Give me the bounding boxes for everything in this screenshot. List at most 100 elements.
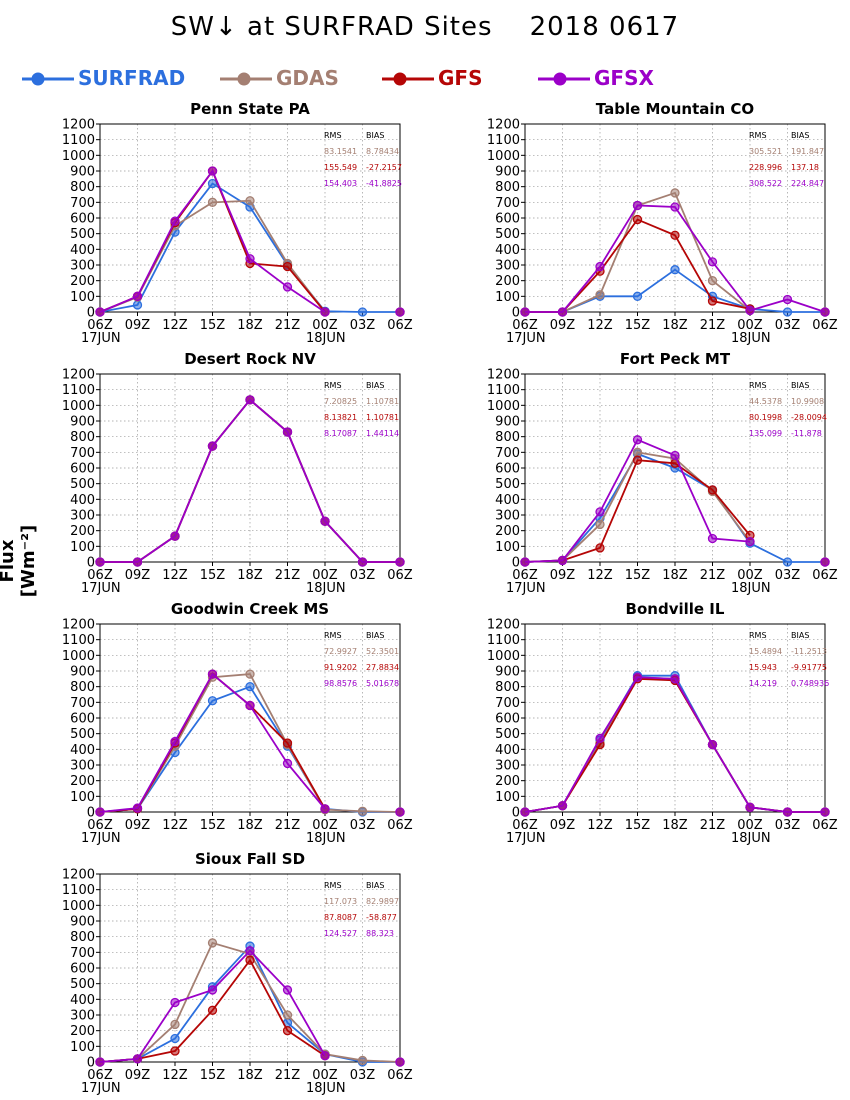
data-point-gfs: [207, 1005, 218, 1015]
stats-header-rms: RMS: [749, 631, 767, 640]
data-point-gfsx: [520, 557, 530, 567]
y-tick-label: 1100: [62, 133, 95, 148]
y-tick-label: 1200: [62, 868, 95, 883]
page-title: SW↓ at SURFRAD Sites 2018 0617: [170, 12, 680, 42]
stats-bias-value: 191.847: [791, 147, 824, 156]
date-label: 17JUN: [81, 331, 121, 346]
x-tick-label: 00Z: [737, 568, 763, 583]
x-tick-label: 18Z: [662, 318, 688, 333]
series-line-gfs: [100, 398, 400, 563]
legend-marker-icon: [382, 72, 434, 86]
x-tick-label: 12Z: [587, 318, 613, 333]
y-tick-label: 300: [70, 509, 95, 524]
data-point-gfsx: [282, 427, 293, 437]
stats-bias-value: 1.44114: [366, 429, 399, 438]
data-point-gfs: [245, 955, 255, 965]
y-tick-label: 400: [495, 243, 520, 258]
y-tick-label: 100: [495, 790, 520, 805]
stats-rms-value: 305.521: [749, 147, 782, 156]
stats-header-rms: RMS: [749, 381, 767, 390]
data-point-gdas: [632, 447, 643, 457]
stats-bias-value: 88.323: [366, 929, 394, 938]
legend-marker-icon: [220, 72, 272, 86]
x-tick-label: 09Z: [550, 818, 576, 833]
stats-bias-value: 8.78434: [366, 147, 399, 156]
data-point-gfsx: [320, 804, 330, 814]
y-tick-label: 1100: [62, 883, 95, 898]
stats-rms-value: 98.8576: [324, 679, 357, 688]
y-tick-label: 900: [70, 415, 95, 430]
stats-header-bias: BIAS: [366, 881, 384, 890]
y-tick-label: 0: [87, 1056, 95, 1071]
stats-bias-value: 137.18: [791, 163, 819, 172]
data-point-gfsx: [395, 1057, 405, 1067]
legend-label: GFS: [438, 66, 483, 90]
stats-bias-value: 5.01678: [366, 679, 399, 688]
stats-rms-value: 8.17087: [324, 429, 357, 438]
legend-marker-icon: [22, 72, 74, 86]
y-axis-label: Flux [Wm⁻²]: [0, 524, 39, 598]
y-tick-label: 600: [70, 962, 95, 977]
data-point-gfsx: [782, 294, 793, 305]
x-tick-label: 12Z: [162, 568, 188, 583]
y-tick-label: 700: [495, 196, 520, 211]
y-tick-label: 1000: [62, 149, 95, 164]
stats-header-rms: RMS: [749, 131, 767, 140]
y-tick-label: 700: [495, 446, 520, 461]
x-tick-label: 03Z: [775, 318, 801, 333]
data-point-gdas: [357, 1055, 368, 1066]
x-tick-label: 15Z: [200, 318, 226, 333]
y-tick-label: 100: [495, 540, 520, 555]
data-point-gfsx: [170, 216, 180, 226]
date-label: 18JUN: [731, 581, 771, 596]
chart-title: Table Mountain CO: [595, 100, 755, 118]
data-point-surfrad: [245, 682, 255, 692]
y-tick-label: 600: [70, 462, 95, 477]
data-point-gfs: [282, 1026, 293, 1036]
data-point-gdas: [282, 1010, 293, 1020]
y-tick-label: 0: [512, 306, 520, 321]
x-tick-label: 00Z: [312, 1068, 338, 1083]
data-point-gdas: [670, 188, 680, 198]
y-tick-label: 900: [70, 665, 95, 680]
stats-rms-value: 72.9927: [324, 647, 357, 656]
y-tick-label: 900: [495, 415, 520, 430]
data-point-gdas: [357, 806, 368, 816]
data-point-gfsx: [132, 557, 143, 567]
y-tick-label: 600: [70, 212, 95, 227]
data-point-gdas: [595, 519, 605, 530]
data-point-gfsx: [395, 307, 405, 317]
legend-marker-icon: [538, 72, 590, 86]
x-tick-label: 21Z: [275, 568, 301, 583]
data-point-gfsx: [395, 557, 405, 567]
x-tick-label: 03Z: [350, 1068, 376, 1083]
data-point-gfsx: [95, 807, 105, 817]
y-tick-label: 900: [70, 915, 95, 930]
x-tick-label: 03Z: [775, 568, 801, 583]
x-tick-label: 00Z: [312, 818, 338, 833]
y-tick-label: 500: [70, 727, 95, 742]
data-point-gdas: [207, 197, 218, 207]
x-tick-label: 06Z: [387, 318, 413, 333]
stats-rms-value: 117.073: [324, 897, 357, 906]
data-point-gfsx: [707, 739, 718, 750]
x-tick-label: 06Z: [387, 818, 413, 833]
data-point-gfsx: [245, 254, 255, 264]
x-tick-label: 06Z: [812, 318, 838, 333]
stats-rms-value: 228.996: [749, 163, 782, 172]
x-tick-label: 15Z: [625, 568, 651, 583]
stats-rms-value: 155.549: [324, 163, 357, 172]
y-tick-label: 500: [70, 477, 95, 492]
y-tick-label: 100: [70, 790, 95, 805]
y-tick-label: 700: [495, 696, 520, 711]
y-tick-label: 500: [495, 477, 520, 492]
stats-rms-value: 124.527: [324, 929, 357, 938]
y-tick-label: 600: [495, 212, 520, 227]
legend-label: GDAS: [276, 66, 339, 90]
date-label: 18JUN: [306, 331, 346, 346]
y-tick-label: 200: [70, 524, 95, 539]
chart-title: Goodwin Creek MS: [170, 600, 330, 618]
data-point-gdas: [170, 1019, 180, 1030]
y-tick-label: 800: [70, 680, 95, 695]
stats-bias-value: 27.8834: [366, 663, 399, 672]
